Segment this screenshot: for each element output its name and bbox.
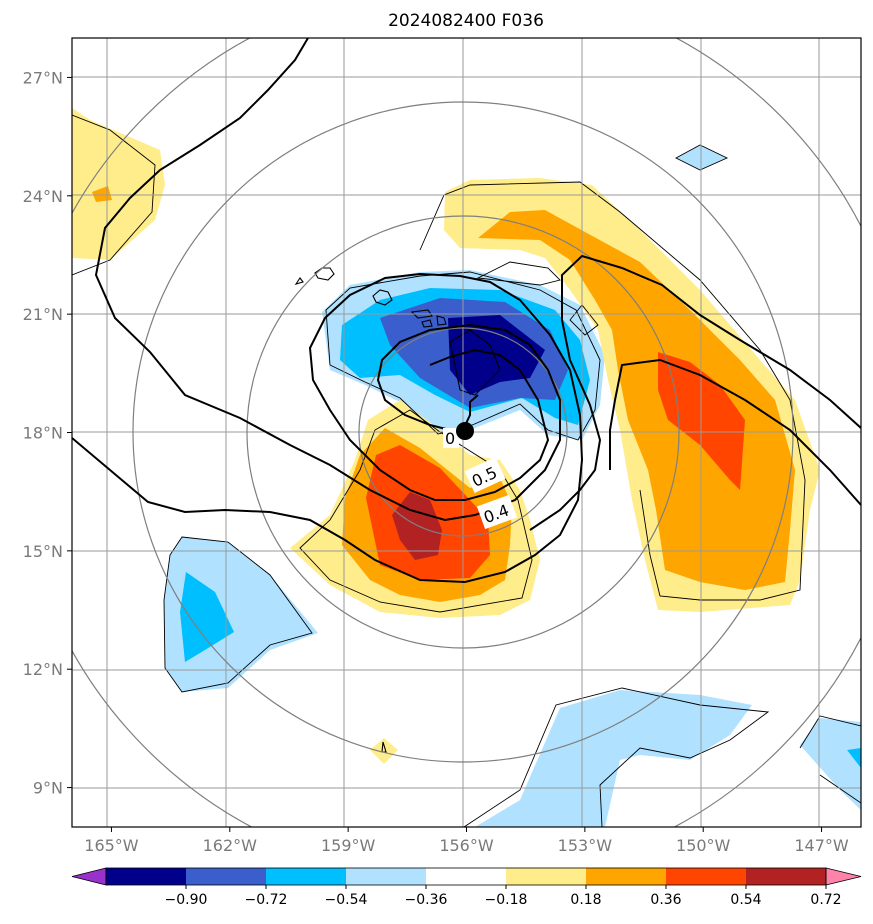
x-tick-label: 165°W (84, 836, 139, 855)
colorbar-tick-label: 0.54 (730, 892, 761, 908)
shade-pos-018-dot (370, 738, 398, 764)
colorbar-segment (666, 868, 747, 885)
contour-label-0: 0 (445, 429, 455, 448)
y-tick-label: 12°N (23, 660, 63, 679)
shade-neg-018-west (164, 537, 318, 692)
shade-pos-018-northwest (72, 108, 165, 260)
chart-title: 2024082400 F036 (388, 11, 544, 31)
storm-center-marker (456, 422, 474, 440)
colorbar-segment (106, 868, 187, 885)
gridlines (72, 38, 861, 827)
colorbar-tick-label: −0.72 (245, 892, 288, 908)
colorbar-tick-label: −0.54 (325, 892, 368, 908)
shade-neg-036-west (180, 572, 234, 662)
colorbar: −0.90 −0.72 −0.54 −0.36 −0.18 0.18 0.36 0.54 0.7… (71, 867, 862, 908)
x-tick-label: 147°W (794, 836, 849, 855)
y-tick-label: 27°N (23, 68, 63, 87)
thin-contours (72, 114, 861, 827)
colorbar-tick-label: −0.90 (165, 892, 208, 908)
contour-labels: 0.5 0.4 0 (443, 428, 518, 530)
y-tick-label: 21°N (23, 305, 63, 324)
x-tick-label: 159°W (321, 836, 376, 855)
colorbar-tick-label: −0.36 (405, 892, 448, 908)
colorbar-segment (186, 868, 267, 885)
y-axis: 27°N 24°N 21°N 18°N 15°N 12°N 9°N (23, 68, 72, 798)
colorbar-segment (506, 868, 587, 885)
x-tick-label: 153°W (558, 836, 613, 855)
colorbar-extend-low (71, 867, 107, 886)
y-tick-label: 15°N (23, 542, 63, 561)
x-tick-label: 150°W (676, 836, 731, 855)
colorbar-tick-label: −0.18 (485, 892, 528, 908)
shade-pos-036-arc (478, 210, 795, 590)
colorbar-extend-high (825, 867, 862, 886)
colorbar-tick-label: 0.18 (570, 892, 601, 908)
y-tick-label: 24°N (23, 187, 63, 206)
colorbar-segment (586, 868, 667, 885)
map-area: 0.5 0.4 0 (72, 38, 861, 827)
colorbar-outline (105, 867, 827, 886)
colorbar-tick-label: 0.36 (650, 892, 681, 908)
x-tick-label: 156°W (439, 836, 494, 855)
y-tick-label: 9°N (33, 779, 63, 798)
colorbar-segment (346, 868, 427, 885)
colorbar-segment (266, 868, 347, 885)
colorbar-segment (746, 868, 827, 885)
x-tick-label: 162°W (203, 836, 258, 855)
shade-neg-036-edge (847, 748, 861, 768)
colorbar-segment (426, 868, 507, 885)
y-tick-label: 18°N (23, 424, 63, 443)
shade-neg-018-south (475, 690, 752, 827)
shade-pos-072-southwest (392, 492, 442, 560)
x-axis: 165°W 162°W 159°W 156°W 153°W 150°W 147°W (84, 827, 849, 855)
shade-neg-018-southeast (800, 718, 861, 810)
colorbar-tick-label: 0.72 (810, 892, 841, 908)
thick-contours (72, 38, 861, 584)
